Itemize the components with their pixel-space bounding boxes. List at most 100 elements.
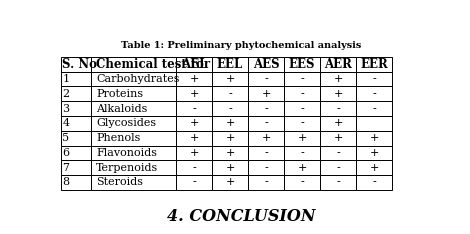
Text: EES: EES [289, 58, 315, 71]
Text: +: + [369, 163, 379, 173]
Bar [91, 131, 176, 146]
Bar [356, 131, 392, 146]
Bar [248, 175, 284, 190]
Text: -: - [300, 148, 304, 158]
Bar [284, 86, 320, 101]
Text: -: - [300, 89, 304, 99]
Text: -: - [372, 104, 376, 114]
Text: +: + [334, 74, 343, 84]
Text: +: + [334, 133, 343, 143]
Bar [61, 72, 91, 86]
Bar [356, 86, 392, 101]
Bar [284, 116, 320, 131]
Text: Flavonoids: Flavonoids [96, 148, 157, 158]
Text: +: + [226, 118, 235, 128]
Bar [212, 131, 248, 146]
Text: -: - [300, 178, 304, 187]
Text: -: - [337, 163, 340, 173]
Bar [212, 57, 248, 72]
Bar [91, 160, 176, 175]
Text: -: - [264, 118, 268, 128]
Text: 7: 7 [63, 163, 70, 173]
Bar [176, 146, 212, 160]
Bar [176, 131, 212, 146]
Bar [284, 57, 320, 72]
Text: -: - [337, 104, 340, 114]
Bar [284, 72, 320, 86]
Bar [284, 160, 320, 175]
Bar [248, 131, 284, 146]
Bar [61, 175, 91, 190]
Bar [91, 146, 176, 160]
Text: -: - [337, 148, 340, 158]
Bar [284, 101, 320, 116]
Bar [248, 86, 284, 101]
Text: -: - [300, 74, 304, 84]
Text: AER: AER [324, 58, 352, 71]
Text: +: + [226, 74, 235, 84]
Text: 3: 3 [63, 104, 70, 114]
Bar [212, 146, 248, 160]
Text: +: + [189, 74, 199, 84]
Bar [212, 160, 248, 175]
Text: -: - [192, 178, 196, 187]
Bar [356, 101, 392, 116]
Text: +: + [189, 89, 199, 99]
Text: AEL: AEL [181, 58, 207, 71]
Text: -: - [264, 74, 268, 84]
Text: 2: 2 [63, 89, 70, 99]
Bar [320, 86, 356, 101]
Text: -: - [372, 178, 376, 187]
Text: +: + [334, 118, 343, 128]
Text: +: + [298, 133, 307, 143]
Text: Steroids: Steroids [96, 178, 143, 187]
Text: +: + [261, 89, 271, 99]
Bar [248, 72, 284, 86]
Bar [176, 101, 212, 116]
Text: +: + [298, 163, 307, 173]
Bar [91, 72, 176, 86]
Text: AES: AES [253, 58, 280, 71]
Bar [248, 116, 284, 131]
Text: -: - [264, 163, 268, 173]
Bar [320, 72, 356, 86]
Bar [212, 101, 248, 116]
Bar [176, 116, 212, 131]
Text: +: + [226, 133, 235, 143]
Text: -: - [192, 163, 196, 173]
Text: Terpenoids: Terpenoids [96, 163, 158, 173]
Text: +: + [226, 148, 235, 158]
Text: S. No: S. No [63, 58, 97, 71]
Bar [356, 175, 392, 190]
Text: -: - [337, 178, 340, 187]
Text: 8: 8 [63, 178, 70, 187]
Bar [176, 175, 212, 190]
Text: +: + [189, 148, 199, 158]
Bar [212, 72, 248, 86]
Bar [356, 146, 392, 160]
Bar [248, 101, 284, 116]
Text: 4. CONCLUSION: 4. CONCLUSION [167, 208, 315, 225]
Text: -: - [300, 118, 304, 128]
Bar [61, 57, 91, 72]
Text: Chemical test for: Chemical test for [96, 58, 211, 71]
Bar [91, 116, 176, 131]
Bar [61, 86, 91, 101]
Bar [284, 131, 320, 146]
Bar [176, 86, 212, 101]
Bar [248, 160, 284, 175]
Text: Proteins: Proteins [96, 89, 143, 99]
Text: +: + [189, 118, 199, 128]
Text: Phenols: Phenols [96, 133, 141, 143]
Bar [212, 86, 248, 101]
Text: -: - [264, 104, 268, 114]
Text: EER: EER [360, 58, 388, 71]
Text: 5: 5 [63, 133, 70, 143]
Text: -: - [264, 148, 268, 158]
Text: -: - [300, 104, 304, 114]
Bar [91, 86, 176, 101]
Text: +: + [226, 163, 235, 173]
Bar [320, 101, 356, 116]
Text: +: + [369, 133, 379, 143]
Bar [91, 57, 176, 72]
